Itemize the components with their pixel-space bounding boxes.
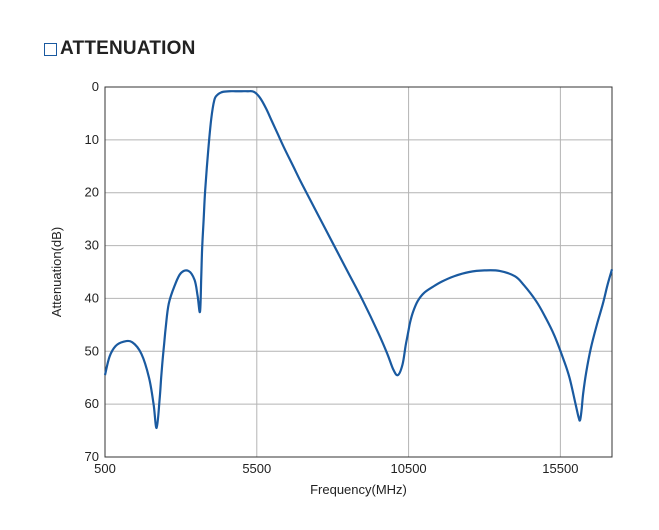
x-tick-label: 10500	[391, 461, 427, 476]
chart-heading: ATTENUATION	[44, 38, 196, 60]
x-tick-label: 5500	[242, 461, 271, 476]
y-tick-label: 70	[85, 449, 99, 464]
y-tick-label: 10	[85, 132, 99, 147]
series-group	[103, 90, 614, 430]
y-axis-label: Attenuation(dB)	[49, 227, 64, 317]
x-axis-ticks: 500 5500 10500 15500	[94, 461, 578, 476]
y-tick-label: 40	[85, 290, 99, 305]
x-axis-label: Frequency(MHz)	[310, 482, 407, 497]
x-tick-label: 500	[94, 461, 116, 476]
y-axis-ticks: 0 10 20 30 40 50 60 70	[85, 79, 99, 464]
chart-title: ATTENUATION	[60, 38, 196, 59]
y-tick-label: 20	[85, 185, 99, 200]
series-line	[103, 90, 614, 430]
square-outline-icon	[44, 42, 57, 56]
y-tick-label: 50	[85, 343, 99, 358]
y-tick-label: 0	[92, 79, 99, 94]
y-tick-label: 60	[85, 396, 99, 411]
x-tick-label: 15500	[542, 461, 578, 476]
y-tick-label: 30	[85, 238, 99, 253]
